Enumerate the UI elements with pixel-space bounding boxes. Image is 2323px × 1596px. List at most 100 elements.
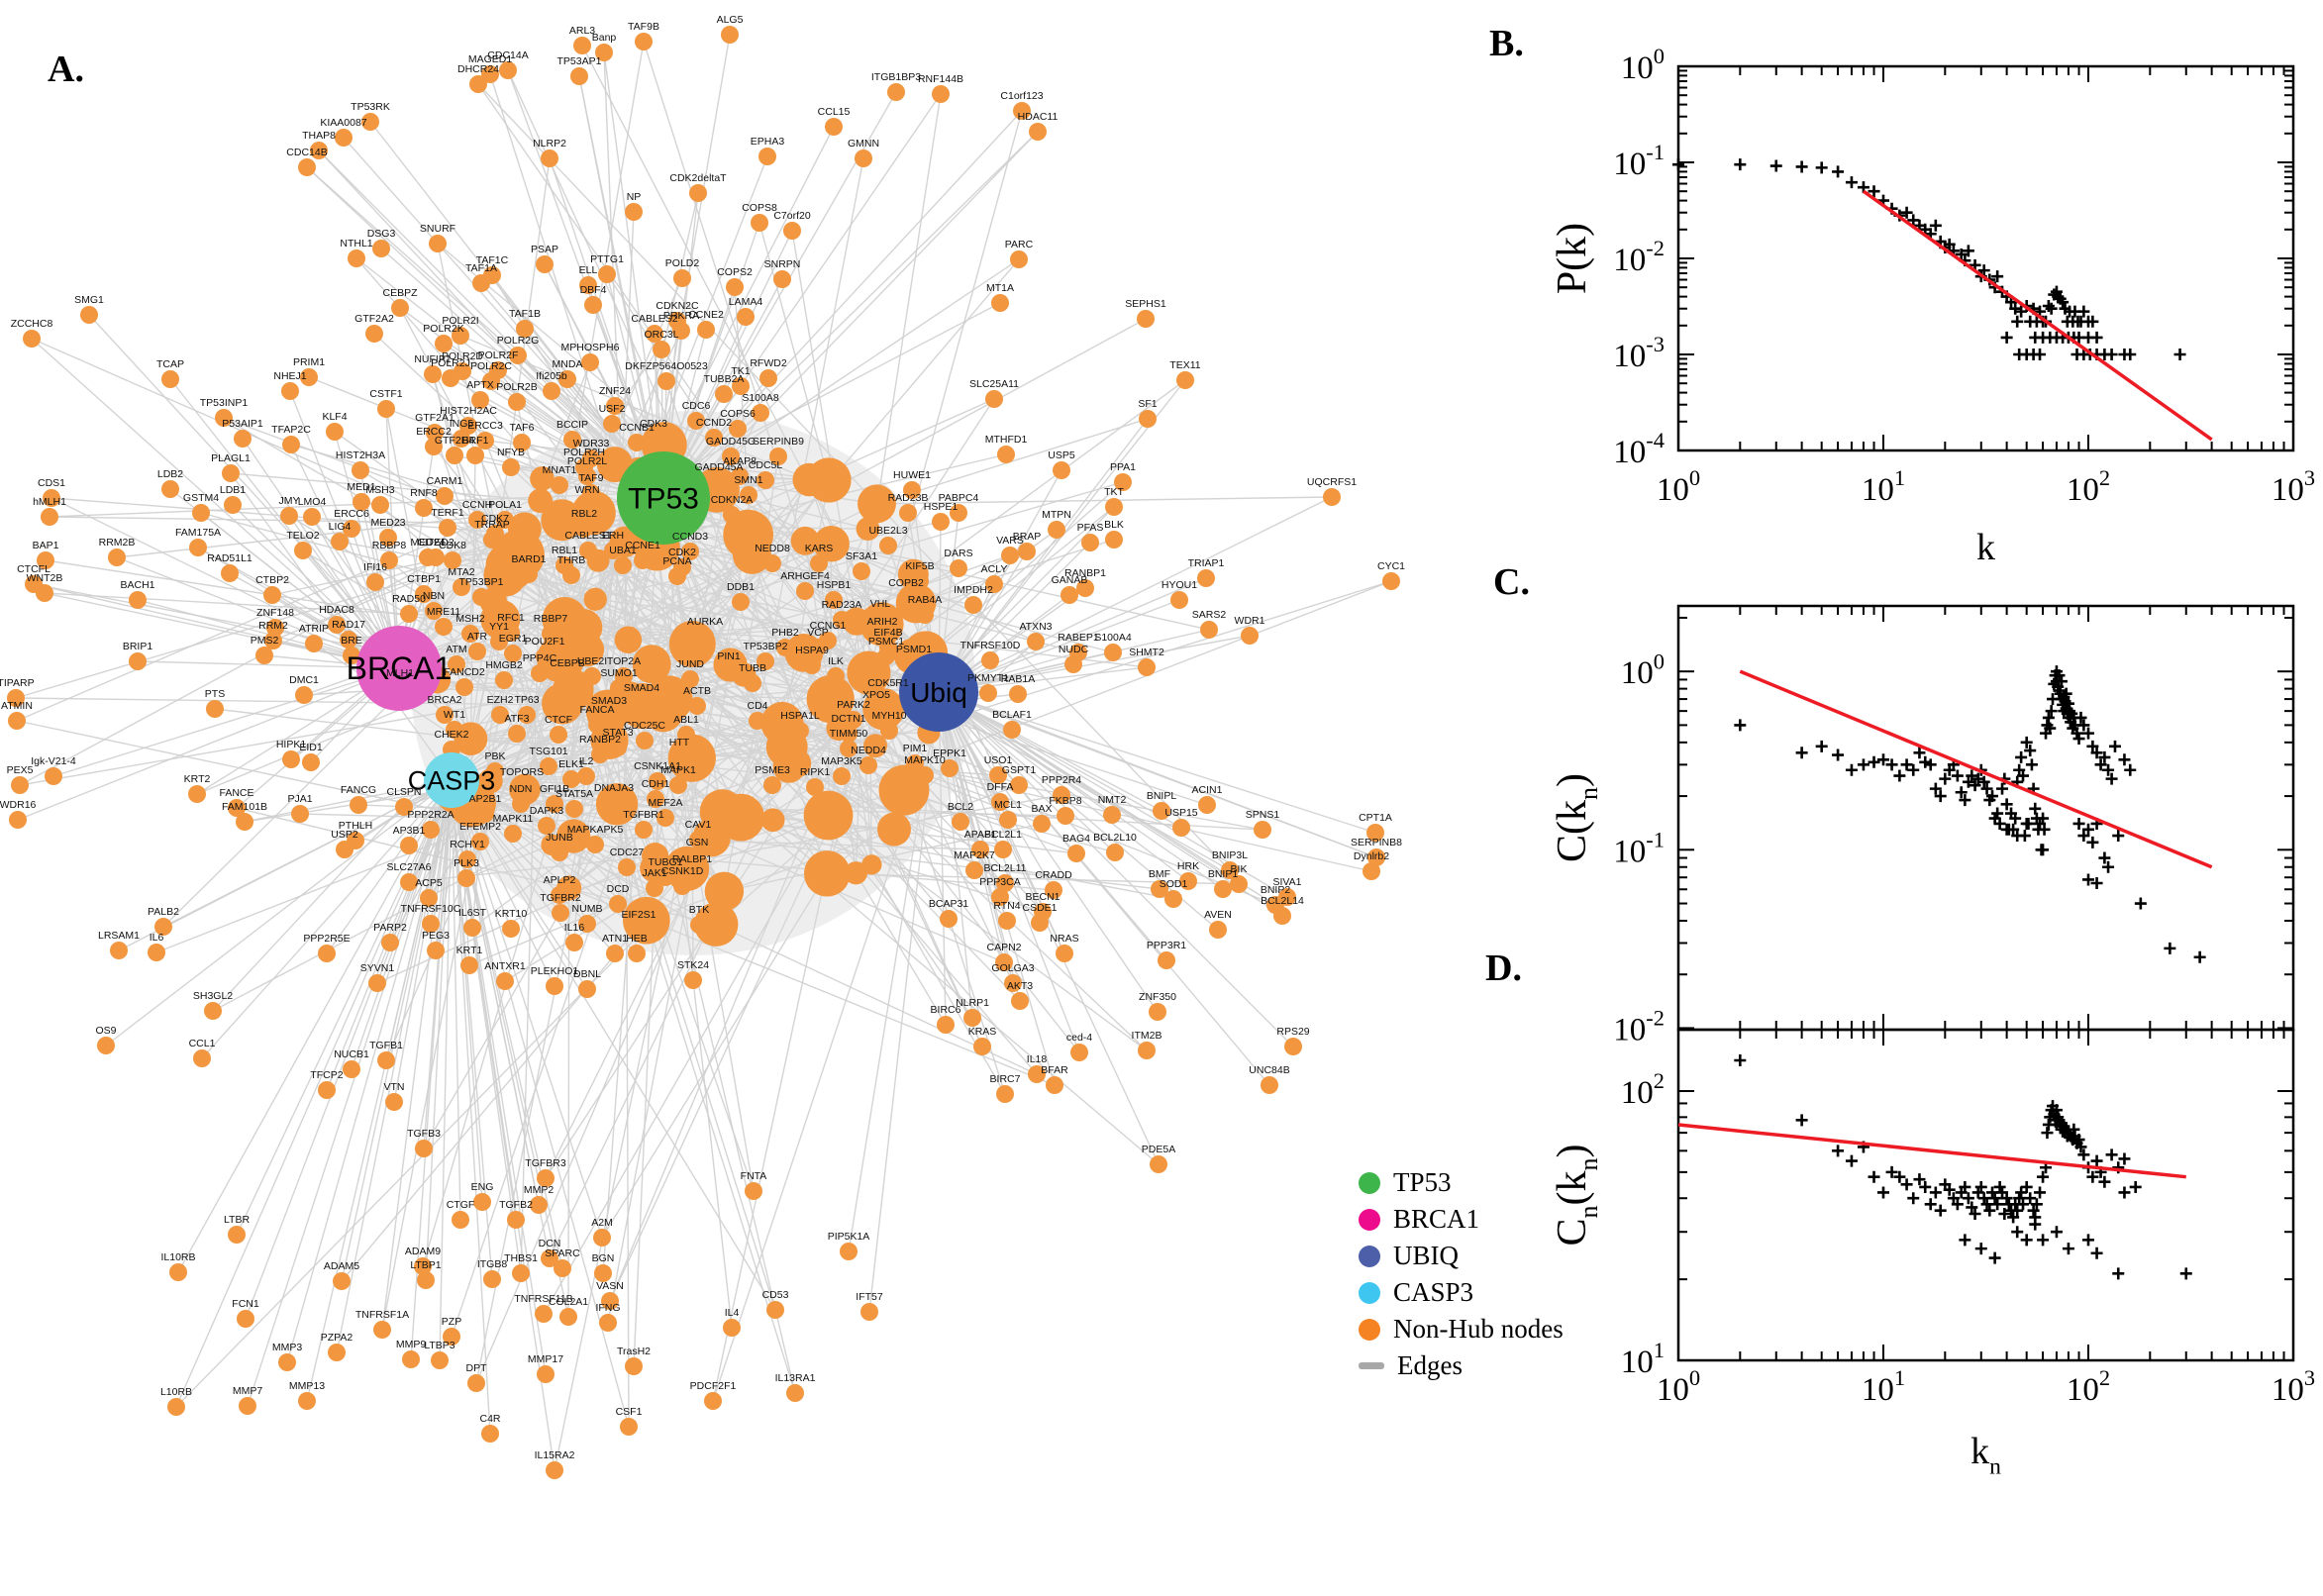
data-point [2062, 1243, 2074, 1255]
data-point [1868, 755, 1880, 768]
network-node [618, 858, 636, 876]
tick-label: 10-3 [1613, 332, 1665, 374]
network-node [673, 269, 691, 287]
data-point [2179, 1267, 2192, 1280]
network-node-label: CDK8 [439, 540, 466, 551]
data-point [2134, 897, 2147, 910]
plot-frame [1676, 604, 2295, 1032]
network-node [224, 496, 242, 514]
network-node-label: NLRP2 [533, 138, 566, 150]
network-node [1081, 534, 1099, 551]
network-node-label: COPS2 [717, 266, 753, 278]
network-edge [19, 689, 573, 786]
network-node [472, 588, 490, 606]
network-node [361, 113, 379, 131]
network-node [400, 873, 418, 891]
network-edge [938, 691, 947, 1026]
network-node-label: ILK [828, 655, 844, 667]
network-node [302, 753, 320, 771]
network-node [520, 565, 538, 583]
network-node [502, 920, 520, 938]
core-node [781, 748, 812, 778]
network-node [446, 721, 463, 739]
network-node [991, 294, 1009, 312]
network-node [221, 564, 239, 582]
network-node-label: CCNE2 [688, 309, 724, 321]
network-edge [772, 580, 1392, 821]
network-node [656, 809, 674, 827]
tick-label: 100 [1657, 465, 1700, 508]
network-node [690, 916, 708, 934]
network-node-label: CEBPB [550, 657, 585, 669]
network-node [1070, 1044, 1088, 1061]
network-node [1027, 633, 1045, 650]
network-node [298, 158, 316, 176]
network-node-label: CDK3 [640, 418, 667, 430]
network-node [453, 578, 470, 596]
network-node [996, 874, 1014, 892]
data-point [1815, 740, 1828, 752]
network-node-label: NUFIP1 [414, 353, 452, 365]
data-point [2173, 349, 2186, 360]
data-point [2090, 1247, 2103, 1259]
network-node [916, 766, 934, 784]
network-edge [662, 711, 733, 1329]
network-node-label: CYC1 [1377, 560, 1405, 572]
network-node [530, 1196, 548, 1214]
network-node [855, 150, 872, 167]
axis-ticks [1677, 1030, 2294, 1361]
network-node [537, 1169, 555, 1187]
network-node-label: GMNN [848, 138, 879, 150]
tick-label: 102 [1621, 1068, 1665, 1111]
network-node-label: CCNB1 [619, 422, 655, 434]
network-node-label: DDB1 [727, 581, 755, 593]
axis-title: kn [1970, 1431, 2001, 1480]
network-node-label: FANCA [579, 704, 614, 716]
core-node [876, 812, 911, 847]
network-node [766, 1301, 784, 1319]
network-node-label: PHB2 [771, 627, 799, 639]
network-node [570, 67, 588, 85]
network-node [373, 1321, 391, 1339]
network-node [964, 596, 982, 614]
network-edge [422, 444, 665, 1267]
network-edge [196, 540, 806, 795]
network-node [1221, 861, 1239, 879]
network-node [368, 974, 386, 992]
network-edge [177, 779, 453, 1273]
network-node-label: DAPK3 [530, 805, 564, 817]
network-node [833, 611, 851, 629]
network-node-label: RFWD2 [750, 357, 786, 369]
network-node [950, 559, 967, 577]
network-node [1046, 1076, 1063, 1094]
network-node-label: PTTG1 [590, 253, 624, 265]
network-node [757, 652, 774, 670]
network-node [672, 322, 690, 340]
data-point [1845, 1154, 1858, 1167]
network-node [1018, 543, 1036, 560]
network-node [646, 879, 663, 897]
network-node [385, 1093, 403, 1111]
network-node-label: DSG3 [367, 228, 396, 240]
data-point [2118, 1152, 2131, 1165]
data-point [1996, 782, 2009, 795]
core-node [530, 466, 555, 491]
legend-edge-icon [1359, 1362, 1384, 1369]
network-node-label: DCTN1 [831, 713, 865, 725]
legend-dot-icon [1359, 1281, 1380, 1304]
network-node [578, 467, 596, 485]
hub-node-tp53 [617, 451, 710, 545]
network-legend: TP53 BRCA1 UBIQ CASP3 Non-Hub nodes Edges [1359, 1164, 1564, 1384]
data-point [1959, 1234, 1971, 1247]
network-node [1382, 572, 1400, 590]
network-node [1004, 974, 1022, 992]
network-node [562, 770, 580, 788]
network-node [215, 409, 233, 427]
legend-label: UBIQ [1393, 1241, 1459, 1270]
network-node [460, 956, 478, 974]
core-node [856, 517, 880, 542]
network-node [687, 412, 705, 430]
network-node [630, 921, 648, 939]
network-node-label: BLK [1104, 519, 1124, 531]
network-node [108, 549, 126, 566]
